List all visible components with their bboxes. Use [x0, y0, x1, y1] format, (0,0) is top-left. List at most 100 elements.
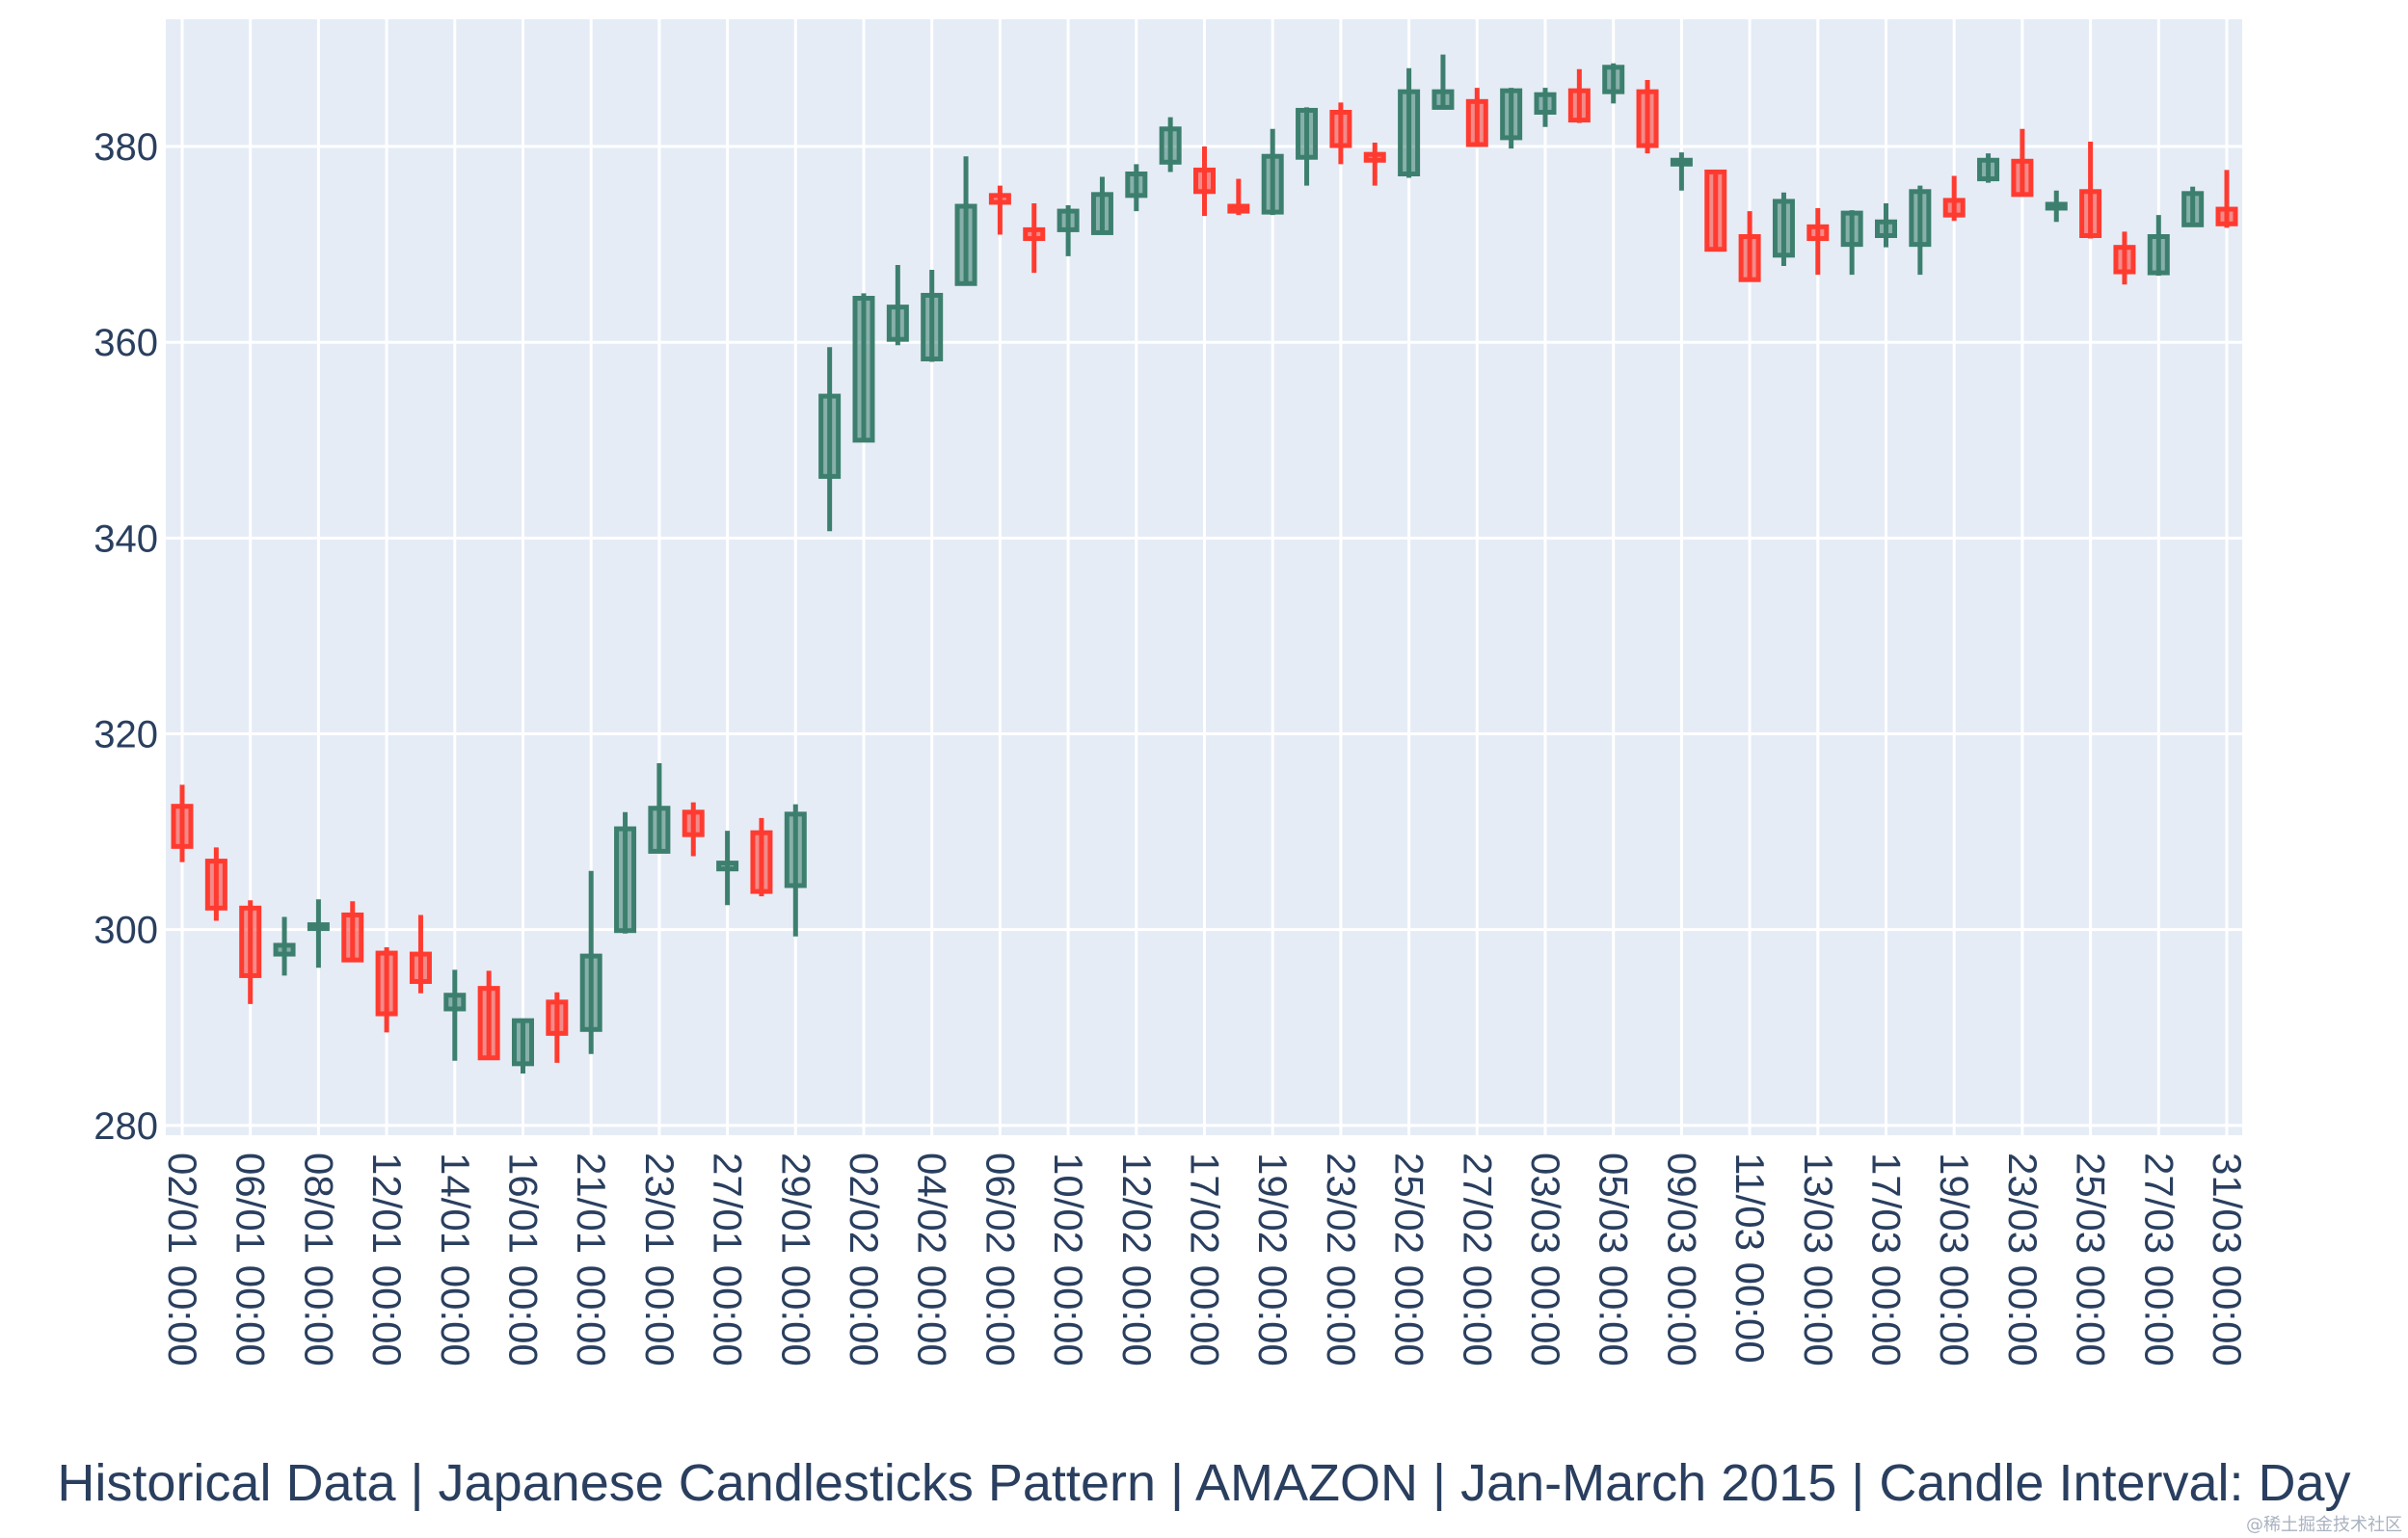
- x-tick-label: 19/03 00:00: [1932, 1153, 1977, 1366]
- x-tick-label: 14/01 00:00: [433, 1153, 478, 1366]
- x-tick-label: 29/01 00:00: [773, 1153, 818, 1366]
- candle-body-decreasing: [2011, 158, 2034, 198]
- x-tick-label: 03/03 00:00: [1523, 1153, 1568, 1366]
- candle-body-increasing: [1296, 107, 1319, 160]
- x-tick-label: 31/03 00:00: [2205, 1153, 2250, 1366]
- watermark: @稀土掘金技术社区: [2246, 1515, 2402, 1535]
- candle-body-decreasing: [341, 912, 364, 963]
- y-tick-label: 300: [94, 910, 158, 952]
- x-tick-label: 19/02 00:00: [1250, 1153, 1296, 1366]
- candle-body-decreasing: [409, 951, 432, 985]
- candle-body-increasing: [1840, 210, 1863, 248]
- candle-body-increasing: [1398, 89, 1421, 176]
- x-tick-label: 13/03 00:00: [1796, 1153, 1841, 1366]
- candle-body-increasing: [1534, 92, 1557, 115]
- x-tick-label: 16/01 00:00: [501, 1153, 547, 1366]
- candle-body-increasing: [648, 806, 671, 854]
- candle-body-decreasing: [1942, 198, 1966, 218]
- y-tick-label: 360: [94, 322, 158, 364]
- y-tick-label: 320: [94, 714, 158, 756]
- candle-body-increasing: [1772, 199, 1795, 258]
- candle-body-increasing: [273, 942, 296, 957]
- candle-body-increasing: [443, 993, 467, 1012]
- x-tick-label: 17/02 00:00: [1183, 1153, 1228, 1366]
- candle-body-increasing: [579, 953, 602, 1032]
- candle-body-increasing: [2181, 191, 2205, 227]
- x-tick-label: 23/01 00:00: [637, 1153, 682, 1366]
- candle-body-decreasing: [546, 999, 569, 1036]
- x-tick-label: 12/02 00:00: [1114, 1153, 1160, 1366]
- candle-body-increasing: [1431, 89, 1455, 110]
- candle-body-decreasing: [1023, 226, 1046, 242]
- candle-body-decreasing: [239, 905, 262, 978]
- candle-body-decreasing: [375, 950, 398, 1017]
- candle-body-decreasing: [1329, 110, 1352, 148]
- candle-body-increasing: [1159, 126, 1182, 165]
- candle-body-decreasing: [204, 859, 227, 911]
- candle-body-increasing: [1977, 157, 2000, 182]
- candle-body-increasing: [1875, 219, 1897, 238]
- candle-body-decreasing: [750, 830, 773, 894]
- candle-body-increasing: [2147, 234, 2170, 276]
- x-tick-label: 27/02 00:00: [1455, 1153, 1500, 1366]
- candle-body-decreasing: [988, 193, 1011, 205]
- candle-body-increasing: [716, 861, 739, 872]
- candle-body-decreasing: [2215, 206, 2238, 226]
- candle-body-increasing: [818, 393, 842, 479]
- candle-body-increasing: [1602, 65, 1625, 94]
- candle-body-increasing: [1500, 88, 1523, 141]
- candle-body-decreasing: [1636, 89, 1659, 148]
- x-tick-label: 04/02 00:00: [910, 1153, 955, 1366]
- candle-body-decreasing: [477, 986, 500, 1061]
- x-tick-label: 02/02 00:00: [842, 1153, 887, 1366]
- y-tick-label: 280: [94, 1105, 158, 1148]
- candle-body-increasing: [2045, 201, 2068, 211]
- x-tick-label: 02/01 00:00: [160, 1153, 205, 1366]
- x-tick-label: 12/01 00:00: [364, 1153, 410, 1366]
- x-tick-label: 25/02 00:00: [1387, 1153, 1432, 1366]
- candle-body-increasing: [1909, 189, 1932, 248]
- candle-body-decreasing: [1704, 169, 1727, 252]
- x-tick-label: 06/01 00:00: [228, 1153, 274, 1366]
- candle-body-increasing: [1057, 208, 1080, 232]
- x-tick-label: 08/01 00:00: [296, 1153, 341, 1366]
- candle-body-decreasing: [1465, 98, 1488, 147]
- candle-body-decreasing: [2079, 189, 2102, 238]
- x-tick-label: 17/03 00:00: [1864, 1153, 1910, 1366]
- candle-body-decreasing: [1806, 224, 1830, 242]
- x-tick-label: 23/02 00:00: [1319, 1153, 1364, 1366]
- candle-body-increasing: [1125, 171, 1148, 199]
- candle-body-increasing: [307, 922, 330, 932]
- x-tick-label: 06/02 00:00: [977, 1153, 1023, 1366]
- x-tick-label: 10/02 00:00: [1046, 1153, 1091, 1366]
- candle-body-decreasing: [1363, 151, 1386, 163]
- chart-title: Historical Data | Japanese Candlesticks …: [57, 1454, 2351, 1512]
- candle-body-increasing: [1261, 153, 1284, 215]
- x-tick-label: 05/03 00:00: [1592, 1153, 1637, 1366]
- x-tick-label: 25/03 00:00: [2069, 1153, 2114, 1366]
- candle-body-increasing: [1090, 192, 1113, 235]
- x-tick-label: 11/03 00:00: [1727, 1153, 1773, 1364]
- y-tick-label: 380: [94, 126, 158, 169]
- candle-body-increasing: [512, 1018, 534, 1067]
- candle-body-increasing: [954, 203, 977, 286]
- x-tick-label: 23/03 00:00: [2000, 1153, 2046, 1366]
- candle-body-decreasing: [682, 809, 705, 837]
- candle-body-increasing: [614, 826, 637, 934]
- candle-body-decreasing: [1227, 203, 1250, 214]
- x-tick-label: 09/03 00:00: [1659, 1153, 1704, 1366]
- candle-body-increasing: [886, 305, 909, 342]
- candle-body-decreasing: [1738, 234, 1761, 282]
- candle-body-decreasing: [1567, 88, 1591, 123]
- candle-body-increasing: [1670, 157, 1693, 167]
- candle-body-increasing: [784, 811, 807, 888]
- candle-body-decreasing: [171, 804, 194, 849]
- candle-body-increasing: [921, 292, 944, 361]
- x-tick-label: 27/01 00:00: [706, 1153, 751, 1366]
- candle-body-decreasing: [2113, 245, 2136, 275]
- x-tick-label: 21/01 00:00: [569, 1153, 614, 1366]
- y-tick-label: 340: [94, 517, 158, 560]
- x-tick-label: 27/03 00:00: [2136, 1153, 2181, 1366]
- candle-body-increasing: [852, 296, 875, 443]
